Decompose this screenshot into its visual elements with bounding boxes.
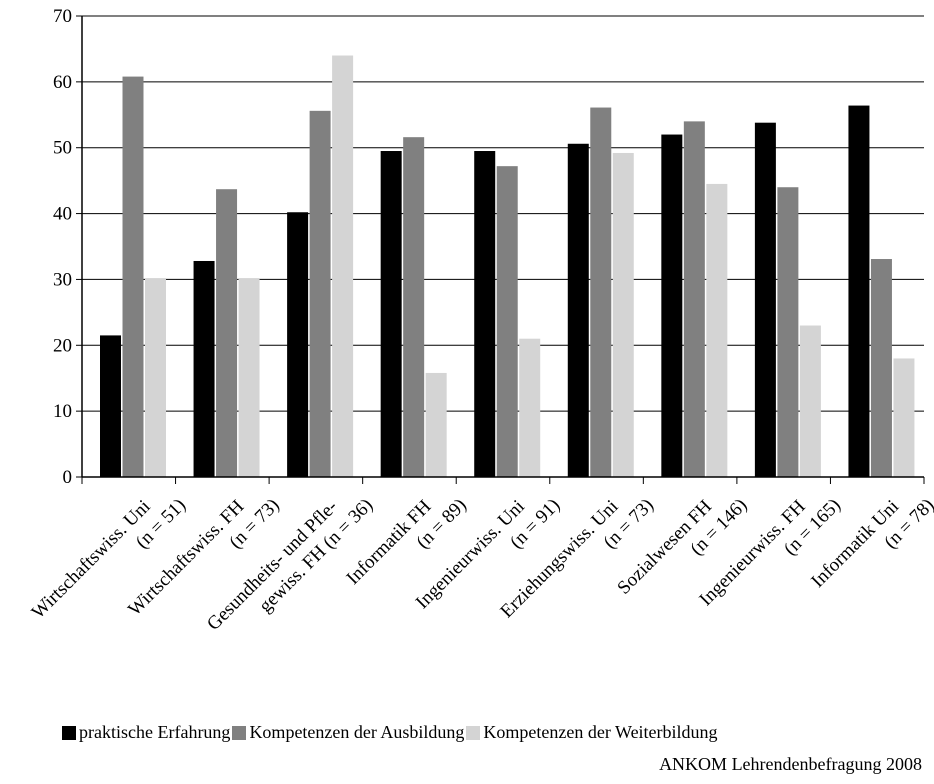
bar-kompetenzen-weiterbildung bbox=[706, 183, 728, 477]
legend-label: praktische Erfahrung bbox=[79, 722, 231, 742]
y-tick-label: 50 bbox=[53, 138, 72, 159]
legend-swatch bbox=[466, 725, 481, 740]
x-category-label: Wirtschaftswiss. FH(n = 73) bbox=[124, 478, 283, 637]
x-category-label: Ingenieurwiss. Uni(n = 91) bbox=[412, 478, 564, 630]
legend-label: Kompetenzen der Ausbildung bbox=[249, 722, 465, 742]
x-category-label: Erziehungswiss. Uni(n = 73) bbox=[496, 478, 657, 639]
y-tick-label: 10 bbox=[53, 401, 72, 422]
bar-kompetenzen-ausbildung bbox=[870, 259, 892, 477]
y-tick-label: 40 bbox=[53, 204, 72, 225]
bar-praktische-erfahrung bbox=[754, 122, 776, 477]
y-tick-label: 60 bbox=[53, 72, 72, 93]
bar-kompetenzen-weiterbildung bbox=[893, 358, 915, 477]
bar-kompetenzen-weiterbildung bbox=[612, 152, 634, 478]
y-tick-label: 0 bbox=[63, 467, 73, 488]
bar-chart: 0 10 20 30 40 50 60 70 Wirtschaftswiss. Uni(n =… bbox=[28, 6, 934, 640]
legend-item-kompetenzen-weiterbildung: Kompetenzen der Weiterbildung bbox=[466, 722, 718, 743]
legend: praktische Erfahrung Kompetenzen der Aus… bbox=[62, 722, 720, 743]
bar-kompetenzen-ausbildung bbox=[309, 110, 331, 477]
legend-label: Kompetenzen der Weiterbildung bbox=[483, 722, 718, 742]
legend-swatch bbox=[232, 725, 247, 740]
bar-praktische-erfahrung bbox=[661, 134, 683, 478]
bar-kompetenzen-weiterbildung bbox=[799, 325, 821, 477]
y-tick-label: 70 bbox=[53, 6, 72, 27]
bar-kompetenzen-weiterbildung bbox=[145, 278, 166, 477]
x-category-label: Sozialwesen FH(n = 146) bbox=[613, 478, 751, 616]
bar-kompetenzen-weiterbildung bbox=[425, 372, 447, 477]
bar-kompetenzen-weiterbildung bbox=[332, 55, 354, 478]
legend-swatch bbox=[62, 725, 76, 740]
axes bbox=[81, 16, 925, 484]
bars bbox=[100, 55, 915, 478]
bar-kompetenzen-ausbildung bbox=[496, 166, 518, 477]
bar-kompetenzen-weiterbildung bbox=[519, 338, 541, 477]
bar-praktische-erfahrung bbox=[848, 105, 870, 478]
bar-kompetenzen-ausbildung bbox=[590, 107, 612, 477]
legend-item-kompetenzen-ausbildung: Kompetenzen der Ausbildung bbox=[232, 722, 464, 743]
source-note: ANKOM Lehrendenbefragung 2008 bbox=[659, 754, 922, 774]
bar-kompetenzen-ausbildung bbox=[777, 187, 799, 477]
legend-item-praktische-erfahrung: praktische Erfahrung bbox=[62, 722, 230, 743]
bar-kompetenzen-weiterbildung bbox=[238, 278, 260, 477]
bar-praktische-erfahrung bbox=[287, 212, 309, 478]
bar-kompetenzen-ausbildung bbox=[122, 76, 144, 478]
bar-kompetenzen-ausbildung bbox=[403, 137, 425, 478]
bar-praktische-erfahrung bbox=[474, 151, 496, 477]
x-axis-labels: Wirtschaftswiss. Uni(n = 51)Wirtschaftsw… bbox=[28, 478, 934, 640]
y-tick-label: 20 bbox=[53, 335, 72, 356]
bar-praktische-erfahrung bbox=[567, 143, 589, 477]
y-axis-ticks: 0 10 20 30 40 50 60 70 bbox=[53, 6, 82, 488]
bar-praktische-erfahrung bbox=[100, 335, 121, 477]
x-category-label: Wirtschaftswiss. Uni(n = 51) bbox=[28, 478, 190, 640]
x-category-label: Ingenieurwiss. FH(n = 165) bbox=[695, 478, 844, 627]
bar-kompetenzen-ausbildung bbox=[216, 189, 238, 477]
y-tick-label: 30 bbox=[53, 269, 72, 290]
bar-praktische-erfahrung bbox=[193, 260, 215, 477]
bar-kompetenzen-ausbildung bbox=[683, 121, 705, 477]
bar-praktische-erfahrung bbox=[380, 151, 402, 477]
